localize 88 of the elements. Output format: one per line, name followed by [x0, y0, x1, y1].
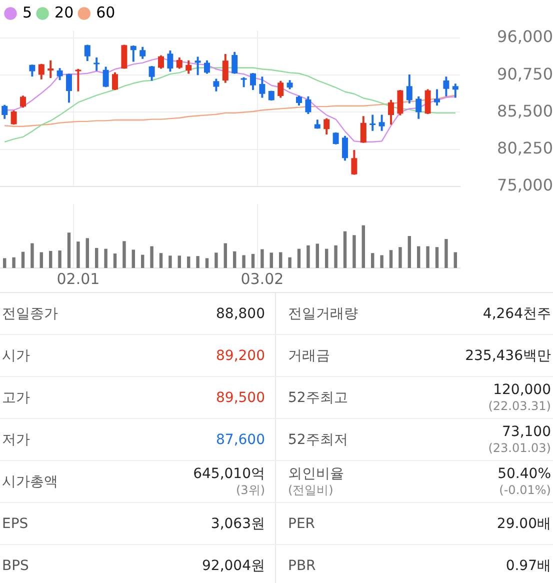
bar: [178, 256, 182, 268]
text: 4,264천주: [482, 306, 551, 322]
text: 89,500: [216, 390, 265, 406]
bar: [454, 252, 458, 268]
bar: [444, 238, 448, 268]
text: 87,600: [216, 432, 265, 448]
bar: [435, 247, 439, 268]
text: 3,063원: [210, 516, 265, 532]
category-label: 시가: [2, 348, 30, 364]
category-label: BPS: [2, 558, 29, 574]
category-label: EPS: [2, 516, 28, 532]
bar: [343, 231, 347, 268]
bar: [251, 254, 255, 268]
text: 29.00배: [496, 516, 551, 532]
category-label: PER: [288, 516, 316, 532]
bar: [205, 258, 209, 268]
bar: [242, 255, 246, 268]
bar: [159, 253, 163, 268]
text: 73,100 (23.01.03): [488, 424, 551, 454]
bar: [389, 250, 393, 268]
category-label: PBR: [288, 558, 316, 574]
bar: [168, 256, 172, 268]
bar: [416, 246, 420, 268]
text: 120,000 (22.03.31): [488, 382, 551, 412]
bar: [232, 251, 236, 268]
bar: [2, 258, 6, 268]
x-tick-label: 03.02: [240, 270, 284, 288]
category-label: 저가: [2, 432, 30, 448]
category-label: 외인비율 (전일비): [288, 466, 344, 498]
x-tick-label: 02.01: [56, 270, 100, 288]
y-tick-label: 85,500: [497, 101, 553, 120]
bar: [122, 241, 126, 268]
bar: [306, 245, 310, 268]
bar: [40, 252, 44, 268]
y-tick-label: 96,000: [497, 27, 553, 46]
bar: [186, 256, 190, 268]
text: 0.97배: [506, 558, 551, 574]
bar: [76, 242, 80, 268]
y-tick-label: 90,750: [497, 64, 553, 84]
bar: [86, 238, 90, 268]
bar: [30, 243, 34, 268]
bar: [12, 257, 16, 268]
bar: [58, 250, 62, 268]
legend-label: 5: [22, 3, 32, 22]
text: 88,800: [216, 306, 265, 322]
y-tick-label: 75,000: [497, 176, 553, 195]
bar: [380, 255, 384, 268]
bar: [362, 225, 366, 268]
bar: [324, 248, 328, 268]
bar: [288, 257, 292, 268]
legend-label: 20: [54, 3, 74, 22]
bar: [48, 250, 52, 268]
bar: [297, 248, 301, 268]
category-label: 거래금: [288, 348, 330, 364]
bar: [398, 247, 402, 268]
bar: [370, 253, 374, 268]
category-label: 52주최고: [288, 390, 348, 406]
bar: [113, 253, 117, 268]
bar: [352, 235, 356, 268]
category-label: 전일거래량: [288, 306, 358, 322]
category-label: 52주최저: [288, 432, 348, 448]
text: 92,004원: [202, 558, 265, 574]
bar: [140, 254, 144, 268]
text: 235,436백만: [465, 348, 551, 364]
bar: [270, 252, 274, 268]
bar: [196, 256, 200, 268]
legend-label: 60: [96, 3, 116, 22]
bar: [260, 249, 264, 268]
text: 645,010억 (3위): [193, 466, 265, 496]
bar: [278, 252, 282, 268]
bar: [316, 244, 320, 268]
category-label: 고가: [2, 390, 30, 406]
category-label: 전일종가: [2, 306, 58, 322]
bar: [408, 236, 412, 268]
bar: [104, 248, 108, 268]
bar: [224, 243, 228, 268]
text: 89,200: [216, 348, 265, 364]
category-label: 시가총액: [2, 474, 58, 490]
bar: [214, 252, 218, 268]
bar: [426, 246, 430, 268]
bar: [150, 246, 154, 268]
bar: [21, 252, 25, 268]
bar: [94, 248, 98, 268]
bar: [334, 245, 338, 268]
text: 50.40% (-0.01%): [498, 466, 551, 496]
bar: [132, 250, 136, 268]
y-tick-label: 80,250: [497, 138, 553, 158]
bar: [67, 232, 71, 268]
